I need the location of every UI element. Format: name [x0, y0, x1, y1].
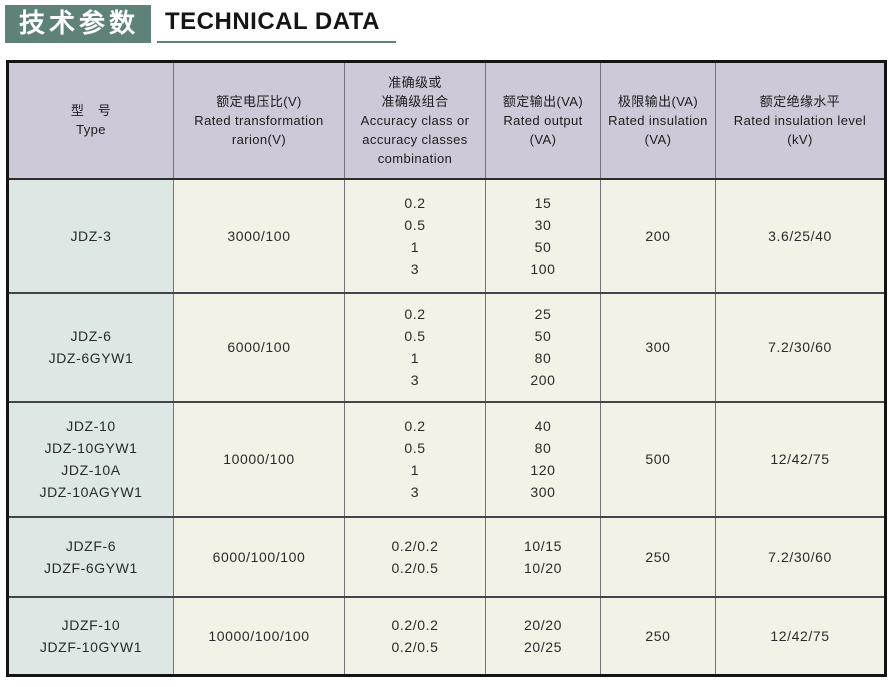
table-row: JDZ-6 JDZ-6GYW1 6000/100 0.2 0.5 1 3 25 50 80 200 3…	[7, 291, 886, 402]
ratio-cell: 6000/100/100	[173, 515, 345, 597]
page-title-zh: 技术参数	[5, 5, 152, 43]
insulation-level-cell: 12/42/75	[715, 595, 886, 676]
output-cell: 40 80 120 300	[485, 400, 601, 517]
col-header-accuracy: 准确级或 准确级组合 Accuracy class or accuracy class…	[344, 61, 486, 180]
table-row: JDZF-10 JDZF-10GYW1 10000/100/100 0.2/0.2 0.…	[7, 595, 886, 676]
col-header-insulation: 额定绝缘水平 Rated insulation level (kV)	[715, 61, 886, 180]
ratio-cell: 6000/100	[173, 291, 345, 402]
col-header-limit: 极限输出(VA) Rated insulation (VA)	[600, 61, 716, 180]
accuracy-cell: 0.2 0.5 1 3	[344, 291, 486, 402]
type-cell: JDZ-10 JDZ-10GYW1 JDZ-10A JDZ-10AGYW1	[7, 400, 174, 517]
type-cell: JDZF-10 JDZF-10GYW1	[7, 595, 174, 676]
technical-data-table: 型 号 Type 额定电压比(V) Rated transformation rario…	[6, 60, 887, 677]
type-cell: JDZF-6 JDZF-6GYW1	[7, 515, 174, 597]
accuracy-cell: 0.2/0.2 0.2/0.5	[344, 595, 486, 676]
insulation-level-cell: 7.2/30/60	[715, 515, 886, 597]
table-row: JDZF-6 JDZF-6GYW1 6000/100/100 0.2/0.2 0.2/0…	[7, 515, 886, 597]
insulation-level-cell: 7.2/30/60	[715, 291, 886, 402]
col-header-output: 额定输出(VA) Rated output (VA)	[485, 61, 601, 180]
col-header-ratio: 额定电压比(V) Rated transformation rarion(V)	[173, 61, 345, 180]
limit-output-cell: 200	[600, 177, 716, 293]
table-row: JDZ-3 3000/100 0.2 0.5 1 3 15 30 50 100 200 3.6/25/…	[7, 177, 886, 293]
limit-output-cell: 300	[600, 291, 716, 402]
header-row: 型 号 Type 额定电压比(V) Rated transformation rario…	[7, 61, 886, 180]
insulation-level-cell: 12/42/75	[715, 400, 886, 517]
ratio-cell: 10000/100	[173, 400, 345, 517]
output-cell: 20/20 20/25	[485, 595, 601, 676]
type-cell: JDZ-3	[7, 177, 174, 293]
accuracy-cell: 0.2/0.2 0.2/0.5	[344, 515, 486, 597]
ratio-cell: 10000/100/100	[173, 595, 345, 676]
accuracy-cell: 0.2 0.5 1 3	[344, 400, 486, 517]
output-cell: 15 30 50 100	[485, 177, 601, 293]
limit-output-cell: 500	[600, 400, 716, 517]
type-cell: JDZ-6 JDZ-6GYW1	[7, 291, 174, 402]
table-row: JDZ-10 JDZ-10GYW1 JDZ-10A JDZ-10AGYW1 10000/…	[7, 400, 886, 517]
insulation-level-cell: 3.6/25/40	[715, 177, 886, 293]
table-body: JDZ-3 3000/100 0.2 0.5 1 3 15 30 50 100 200 3.6/25/…	[7, 177, 886, 676]
title-bar: 技术参数 TECHNICAL DATA	[5, 5, 890, 43]
page-title-en: TECHNICAL DATA	[157, 10, 396, 43]
col-header-type: 型 号 Type	[7, 61, 174, 180]
limit-output-cell: 250	[600, 515, 716, 597]
output-cell: 10/15 10/20	[485, 515, 601, 597]
ratio-cell: 3000/100	[173, 177, 345, 293]
accuracy-cell: 0.2 0.5 1 3	[344, 177, 486, 293]
table-header: 型 号 Type 额定电压比(V) Rated transformation rario…	[7, 61, 886, 180]
output-cell: 25 50 80 200	[485, 291, 601, 402]
limit-output-cell: 250	[600, 595, 716, 676]
